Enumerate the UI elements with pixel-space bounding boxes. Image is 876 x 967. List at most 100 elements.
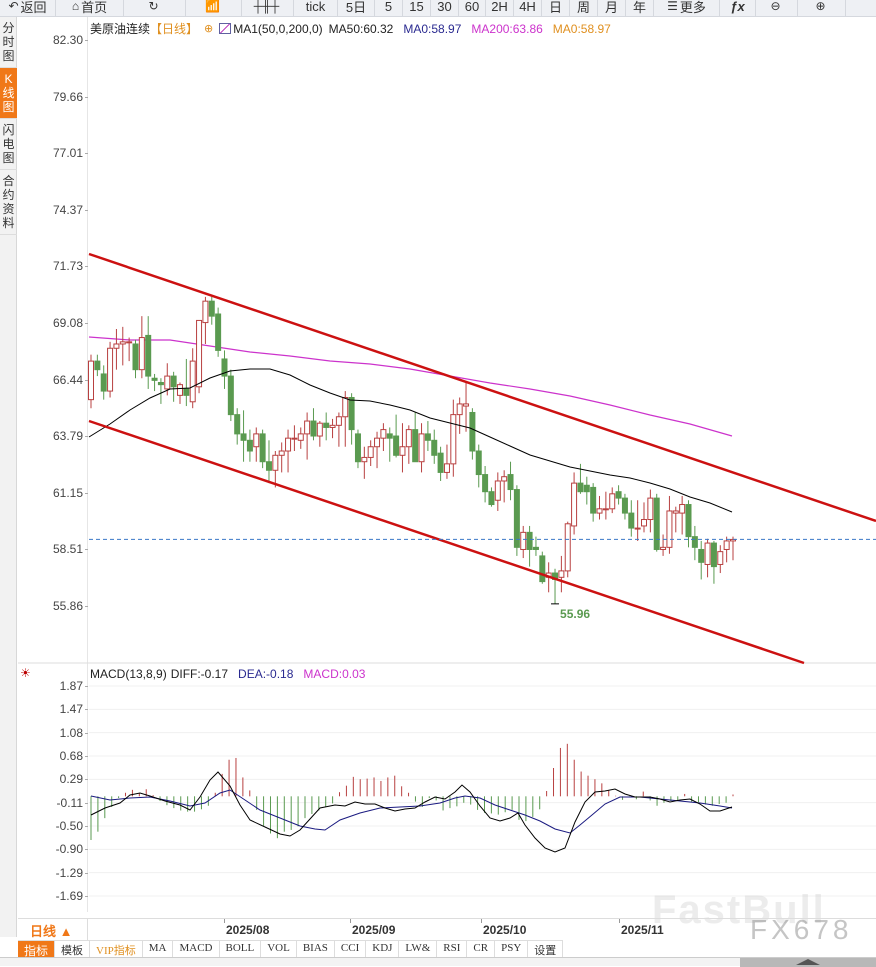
sidebar-item-2[interactable]: 闪电图: [0, 119, 17, 170]
ma0-value: MA0:58.97: [403, 21, 462, 36]
indicator-tab-1[interactable]: 模板: [55, 941, 91, 957]
indicator-tab-3[interactable]: MA: [143, 941, 174, 957]
candle-up: [119, 341, 126, 345]
candle-up: [666, 510, 673, 548]
candle-down: [710, 542, 717, 568]
toolbar-item-back-arrow-icon[interactable]: ↶ 返回: [0, 0, 56, 16]
toolbar-item-5[interactable]: 5: [375, 0, 403, 16]
channel-upper-line: [88, 252, 876, 523]
low-price-label: 55.96: [560, 607, 590, 621]
toolbar-item-candlestick-icon[interactable]: ┼╫┼: [242, 0, 294, 16]
toolbar-label: 月: [604, 0, 618, 15]
toolbar-item-2H[interactable]: 2H: [486, 0, 514, 16]
indicator-tab-11[interactable]: RSI: [437, 941, 468, 957]
horizontal-scrollbar[interactable]: [0, 957, 876, 967]
candle-down: [145, 334, 152, 377]
ma200-line: [88, 336, 733, 437]
candle-up: [367, 446, 374, 458]
macd-name[interactable]: MACD(13,8,9): [90, 667, 167, 681]
toolbar-item-tick[interactable]: tick: [294, 0, 338, 16]
date-tick-mark: [481, 919, 482, 923]
indicator-tab-10[interactable]: LW&: [399, 941, 438, 957]
candle-down: [590, 486, 597, 514]
candle-up: [196, 319, 203, 388]
candle-up: [278, 450, 285, 456]
sidebar-item-1[interactable]: K线图: [0, 68, 17, 119]
toolbar-label: 首页: [81, 0, 108, 15]
toolbar-item-chart-bar-icon[interactable]: 📶: [186, 0, 242, 16]
indicator-tab-12[interactable]: CR: [467, 941, 496, 957]
toolbar-item-15[interactable]: 15: [403, 0, 431, 16]
toolbar-label: 60: [464, 0, 480, 14]
candle-up: [272, 454, 279, 471]
candle-up: [291, 437, 298, 440]
candle-down: [698, 548, 705, 563]
diff-line: [90, 771, 733, 853]
candle-up: [558, 570, 565, 578]
toolbar-label: 5: [384, 0, 393, 14]
toolbar-item-zoom-out-icon[interactable]: ⊖: [756, 0, 798, 16]
candle-up: [723, 540, 730, 550]
period-selector[interactable]: 日线 ▲: [18, 918, 88, 940]
kline-chart[interactable]: 55.96: [0, 0, 876, 918]
sidebar-item-0[interactable]: 分时图: [0, 17, 17, 68]
sidebar-item-3[interactable]: 合约资料: [0, 170, 17, 235]
indicator-tab-14[interactable]: 设置: [528, 941, 564, 957]
indicator-tab-2[interactable]: VIP指标: [90, 941, 143, 957]
candle-up: [380, 429, 387, 439]
candle-up: [571, 482, 578, 527]
left-sidebar: 分时图 K线图 闪电图 合约资料: [0, 17, 17, 937]
candle-down: [100, 373, 107, 392]
indicator-tab-9[interactable]: KDJ: [366, 941, 400, 957]
zoom-in-icon: ⊕: [815, 0, 826, 13]
indicator-tab-4[interactable]: MACD: [173, 941, 220, 957]
candle-down: [157, 382, 164, 386]
candle-up: [374, 437, 381, 448]
indicator-tab-7[interactable]: BIAS: [297, 941, 335, 957]
candle-down: [170, 375, 177, 388]
toolbar-item-14[interactable]: 周: [570, 0, 598, 16]
macd-value: MACD:0.03: [303, 667, 366, 681]
scroll-thumb[interactable]: [740, 958, 876, 967]
toolbar-item-60[interactable]: 60: [459, 0, 486, 16]
candle-up: [335, 416, 342, 426]
toolbar-item-5[interactable]: 5日: [338, 0, 375, 16]
toolbar-item-home-icon[interactable]: ⌂ 首页: [56, 0, 124, 16]
date-tick-mark: [619, 919, 620, 923]
toolbar-item-formula-icon[interactable]: ƒx: [720, 0, 756, 16]
toolbar-item-4H[interactable]: 4H: [514, 0, 542, 16]
menu-icon: ☰: [667, 0, 678, 13]
toolbar-item-16[interactable]: 年: [626, 0, 654, 16]
indicator-bar: 指标 模板 VIP指标 MA MACD BOLL VOL BIAS CCI KDJ LW& RSI CR…: [18, 940, 564, 958]
candle-down: [354, 433, 361, 463]
toolbar-item-13[interactable]: 日: [542, 0, 570, 16]
indicator-tab-0[interactable]: 指标: [18, 941, 56, 958]
candle-up: [164, 375, 171, 390]
date-tick-mark: [224, 919, 225, 923]
candle-down: [424, 433, 431, 441]
toolbar-item-refresh-icon[interactable]: ↻: [124, 0, 186, 16]
candle-down: [469, 411, 476, 452]
candle-down: [221, 358, 228, 377]
price-tick: 66.44: [52, 372, 89, 387]
toolbar-label: 年: [632, 0, 646, 15]
dea-line: [90, 789, 733, 834]
toolbar-item-zoom-in-icon[interactable]: ⊕: [798, 0, 846, 16]
indicator-tab-6[interactable]: VOL: [261, 941, 297, 957]
back-arrow-icon: ↶: [8, 0, 19, 13]
indicator-tab-5[interactable]: BOLL: [220, 941, 262, 957]
indicator-icon[interactable]: [219, 23, 232, 34]
ma-indicator-name[interactable]: MA1(50,0,200,0): [233, 21, 323, 36]
toolbar-item-15[interactable]: 月: [598, 0, 626, 16]
candle-down: [685, 504, 692, 538]
candle-up: [641, 519, 648, 527]
indicator-tab-8[interactable]: CCI: [335, 941, 367, 957]
indicator-tab-13[interactable]: PSY: [495, 941, 529, 957]
price-tick: 61.15: [52, 485, 89, 500]
macd-settings-icon[interactable]: ☀: [20, 666, 31, 680]
add-indicator-icon[interactable]: ⊕: [204, 23, 214, 35]
toolbar-item-30[interactable]: 30: [431, 0, 459, 16]
toolbar-item-menu-icon[interactable]: ☰ 更多: [654, 0, 720, 16]
chart-bar-icon: 📶: [205, 0, 220, 13]
chevron-up-icon: [796, 959, 820, 965]
